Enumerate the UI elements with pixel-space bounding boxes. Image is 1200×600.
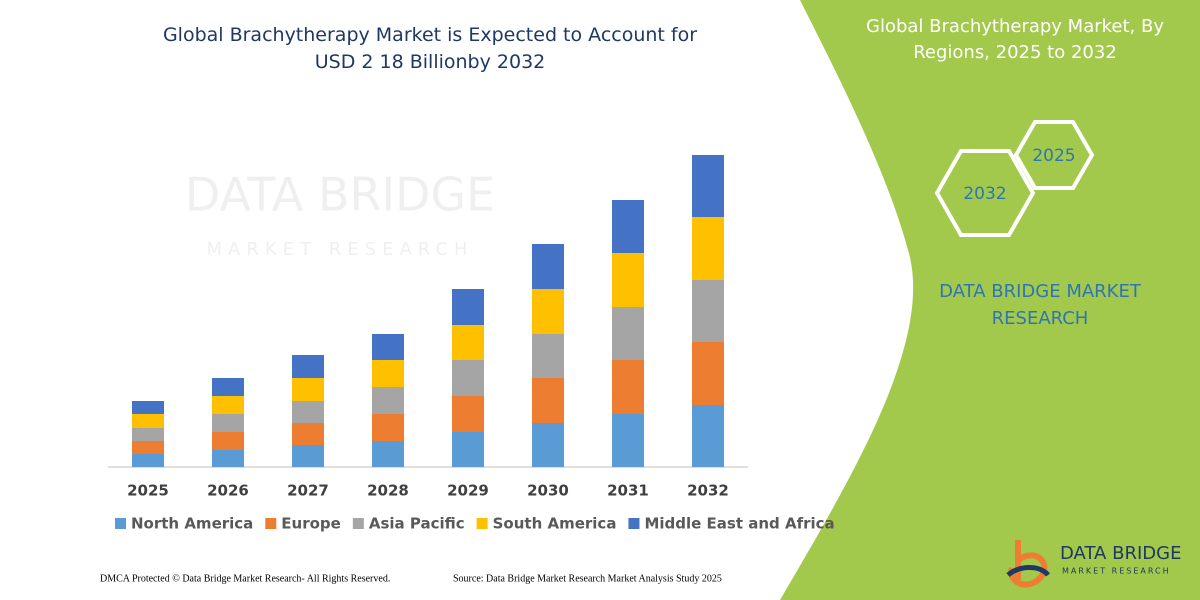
watermark: MARKET RESEARCH [207,239,474,260]
hexagon-label: 2032 [963,184,1006,204]
footer-source: Source: Data Bridge Market Research Mark… [453,573,722,584]
bar-segment [292,423,324,445]
bar-segment [372,334,404,360]
bar-segment [212,432,244,450]
bar-segment [452,289,484,325]
side-panel [780,0,1200,600]
bar-segment [612,253,644,307]
logo-icon [1008,540,1048,588]
legend-label: North America [131,515,253,533]
bar-segment [372,441,404,467]
legend-swatch [628,518,640,529]
bar-segment [452,325,484,360]
bar-segment [612,360,644,414]
hexagon-label: 2025 [1032,146,1075,166]
bar-segment [452,396,484,432]
bar-segment [292,355,324,378]
logo-tagline: MARKET RESEARCH [1062,567,1171,576]
bar-segment [372,360,404,387]
bar-segment [292,378,324,401]
bar-segment [692,342,724,405]
bar-segment [372,387,404,414]
legend-swatch [115,518,126,529]
legend-swatch [476,518,488,529]
panel-brand: DATA BRIDGE MARKET RESEARCH [939,281,1141,329]
bar-segment [292,445,324,467]
bar-segment [532,334,564,378]
logo-name: DATA BRIDGE [1060,543,1181,564]
bar-segment [212,414,244,432]
x-tick-label: 2028 [367,482,409,500]
logo-icon [1006,565,1050,578]
x-tick-label: 2032 [687,482,729,500]
bar-segment [132,454,164,467]
chart-title: Global Brachytherapy Market is Expected … [162,24,698,73]
bar-segment [692,155,724,217]
x-tick-label: 2027 [287,482,329,500]
bar-segment [612,307,644,360]
legend-label: Asia Pacific [369,515,465,533]
x-tick-label: 2030 [527,482,569,500]
bar-segment [132,401,164,414]
hexagon [934,149,1036,237]
bar-segment [692,217,724,280]
bar-segment [612,200,644,253]
legend-label: South America [493,515,617,533]
bar-segment [692,405,724,467]
bar-segment [212,396,244,414]
bar-segment [452,432,484,467]
legend-label: Middle East and Africa [644,515,834,533]
bar-segment [532,244,564,289]
bar-segment [532,378,564,423]
x-tick-label: 2029 [447,482,489,500]
x-tick-label: 2025 [127,482,169,500]
bar-segment [532,423,564,467]
bar-segment [612,414,644,467]
x-tick-label: 2026 [207,482,249,500]
bar-segment [372,414,404,441]
bar-segment [132,441,164,454]
bar-segment [132,428,164,441]
panel-title: Global Brachytherapy Market, By Regions,… [866,16,1164,63]
legend-label: Europe [281,515,341,533]
legend-swatch [352,518,364,529]
bar-segment [132,414,164,428]
bar-segment [532,289,564,334]
legend-swatch [265,518,277,529]
bar-segment [212,450,244,467]
bar-segment [212,378,244,396]
bar-segment [692,280,724,342]
bar-segment [292,401,324,423]
watermark: DATA BRIDGE [185,168,495,222]
hexagon [1013,120,1095,190]
bar-segment [452,360,484,396]
x-tick-label: 2031 [607,482,649,500]
footer-copyright: DMCA Protected © Data Bridge Market Rese… [100,573,390,584]
